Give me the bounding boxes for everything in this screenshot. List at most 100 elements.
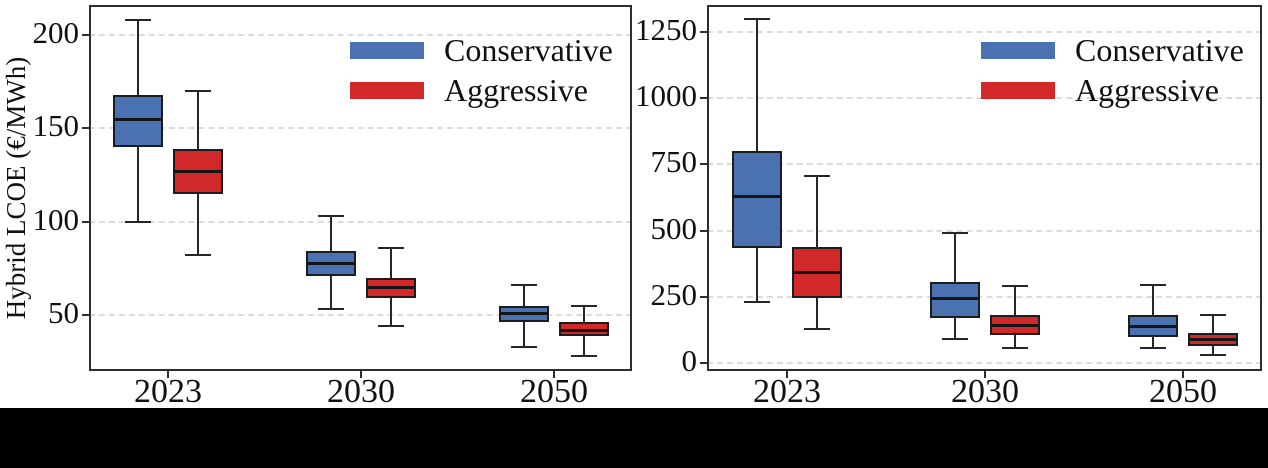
whisker-cap-top-aggressive-2023 bbox=[804, 175, 830, 178]
legend-item-aggressive: Aggressive bbox=[981, 74, 1219, 106]
box-conservative-2023 bbox=[732, 151, 782, 248]
x-tickmark bbox=[786, 371, 788, 378]
whisker-upper-conservative-2030 bbox=[330, 216, 332, 252]
whisker-lower-conservative-2023 bbox=[137, 146, 139, 222]
whisker-cap-top-conservative-2030 bbox=[942, 232, 968, 235]
whisker-cap-bottom-aggressive-2050 bbox=[1200, 354, 1226, 357]
x-tick-label: 2023 bbox=[134, 373, 202, 410]
gridline bbox=[707, 362, 1262, 365]
legend-item-conservative: Conservative bbox=[981, 34, 1244, 66]
y-tickmark bbox=[700, 362, 707, 365]
x-tick-label: 2050 bbox=[520, 373, 588, 410]
x-tickmark bbox=[553, 371, 555, 378]
x-tickmark bbox=[1182, 371, 1184, 378]
median-conservative-2030 bbox=[932, 297, 978, 301]
y-tickmark bbox=[82, 33, 89, 36]
whisker-cap-top-conservative-2030 bbox=[318, 215, 344, 217]
median-conservative-2050 bbox=[1130, 324, 1176, 328]
x-tick-label: 2030 bbox=[951, 373, 1019, 410]
median-aggressive-2023 bbox=[794, 270, 840, 274]
whisker-cap-top-aggressive-2030 bbox=[1002, 285, 1028, 288]
bottom-black-band bbox=[0, 408, 1268, 468]
whisker-cap-top-conservative-2050 bbox=[511, 284, 537, 287]
legend-item-conservative: Conservative bbox=[350, 34, 613, 66]
whisker-lower-conservative-2030 bbox=[954, 318, 956, 340]
gridline bbox=[707, 31, 1262, 33]
legend-label: Aggressive bbox=[444, 72, 588, 108]
gridline bbox=[707, 229, 1262, 232]
y-tick-label: 500 bbox=[650, 210, 698, 246]
whisker-cap-top-conservative-2050 bbox=[1140, 283, 1166, 286]
right-boxplot-panel: Conservative Aggressive 0 250 500 750 1000 12… bbox=[635, 5, 1262, 409]
y-tick-label: 1250 bbox=[635, 12, 697, 47]
left-boxplot-panel: Conservative Aggressive 50 100 150 200 2023 2… bbox=[33, 5, 632, 409]
median-aggressive-2030 bbox=[992, 323, 1038, 327]
x-tick-label: 2030 bbox=[327, 373, 395, 410]
aggressive-swatch bbox=[981, 81, 1055, 99]
whisker-cap-bottom-conservative-2030 bbox=[942, 338, 968, 341]
whisker-cap-bottom-aggressive-2023 bbox=[185, 254, 211, 257]
whisker-cap-bottom-aggressive-2050 bbox=[571, 355, 597, 358]
whisker-lower-aggressive-2050 bbox=[1212, 345, 1214, 356]
whisker-upper-aggressive-2030 bbox=[1014, 286, 1016, 316]
gridline bbox=[89, 220, 632, 223]
whisker-cap-top-aggressive-2050 bbox=[571, 304, 597, 307]
y-tickmark bbox=[700, 97, 707, 100]
whisker-upper-conservative-2050 bbox=[1152, 284, 1154, 316]
y-tick-label: 750 bbox=[650, 144, 698, 180]
whisker-lower-conservative-2050 bbox=[1152, 336, 1154, 349]
y-tick-label: 150 bbox=[32, 108, 80, 144]
gridline bbox=[89, 313, 632, 316]
y-tick-label: 0 bbox=[681, 343, 698, 379]
y-tickmark bbox=[700, 295, 707, 298]
x-tickmark bbox=[984, 371, 986, 378]
whisker-cap-bottom-aggressive-2023 bbox=[804, 327, 830, 330]
y-tick-label: 200 bbox=[32, 14, 80, 50]
gridline bbox=[89, 127, 632, 130]
median-conservative-2023 bbox=[734, 195, 780, 199]
conservative-swatch bbox=[350, 41, 424, 59]
conservative-swatch bbox=[981, 41, 1055, 59]
whisker-lower-aggressive-2050 bbox=[583, 335, 585, 357]
gridline bbox=[707, 163, 1262, 166]
whisker-lower-aggressive-2030 bbox=[1014, 335, 1016, 349]
median-aggressive-2023 bbox=[175, 170, 221, 174]
whisker-cap-bottom-conservative-2023 bbox=[744, 301, 770, 304]
whisker-cap-bottom-conservative-2050 bbox=[1140, 347, 1166, 350]
median-conservative-2050 bbox=[501, 312, 547, 316]
y-tickmark bbox=[82, 127, 89, 130]
legend-label: Aggressive bbox=[1075, 72, 1219, 108]
y-tick-label: 100 bbox=[32, 201, 80, 237]
whisker-upper-conservative-2050 bbox=[523, 285, 525, 306]
whisker-upper-conservative-2023 bbox=[756, 18, 758, 152]
whisker-upper-conservative-2023 bbox=[137, 19, 139, 95]
whisker-cap-bottom-conservative-2050 bbox=[511, 345, 537, 348]
median-aggressive-2050 bbox=[1190, 338, 1236, 342]
y-tick-label: 1000 bbox=[635, 78, 697, 114]
y-tickmark bbox=[700, 229, 707, 232]
x-tick-label: 2023 bbox=[753, 373, 821, 410]
median-aggressive-2050 bbox=[561, 328, 607, 332]
y-tickmark bbox=[700, 163, 707, 166]
whisker-lower-aggressive-2023 bbox=[197, 193, 199, 256]
y-tickmark bbox=[700, 31, 707, 33]
whisker-cap-bottom-conservative-2023 bbox=[125, 220, 151, 223]
y-tickmark bbox=[82, 313, 89, 316]
whisker-cap-top-aggressive-2030 bbox=[378, 246, 404, 249]
legend-label: Conservative bbox=[444, 32, 613, 68]
whisker-cap-top-aggressive-2023 bbox=[185, 89, 211, 92]
whisker-cap-bottom-aggressive-2030 bbox=[1002, 347, 1028, 350]
whisker-cap-top-conservative-2023 bbox=[744, 17, 770, 20]
y-tickmark bbox=[82, 220, 89, 223]
whisker-lower-aggressive-2023 bbox=[816, 298, 818, 329]
x-tickmark bbox=[167, 371, 169, 378]
whisker-upper-aggressive-2050 bbox=[1212, 315, 1214, 333]
whisker-lower-conservative-2050 bbox=[523, 322, 525, 347]
whisker-cap-top-conservative-2023 bbox=[125, 18, 151, 21]
whisker-lower-conservative-2023 bbox=[756, 247, 758, 303]
whisker-lower-aggressive-2030 bbox=[390, 298, 392, 327]
whisker-cap-bottom-aggressive-2030 bbox=[378, 325, 404, 328]
legend-label: Conservative bbox=[1075, 32, 1244, 68]
whisker-upper-aggressive-2023 bbox=[197, 90, 199, 149]
